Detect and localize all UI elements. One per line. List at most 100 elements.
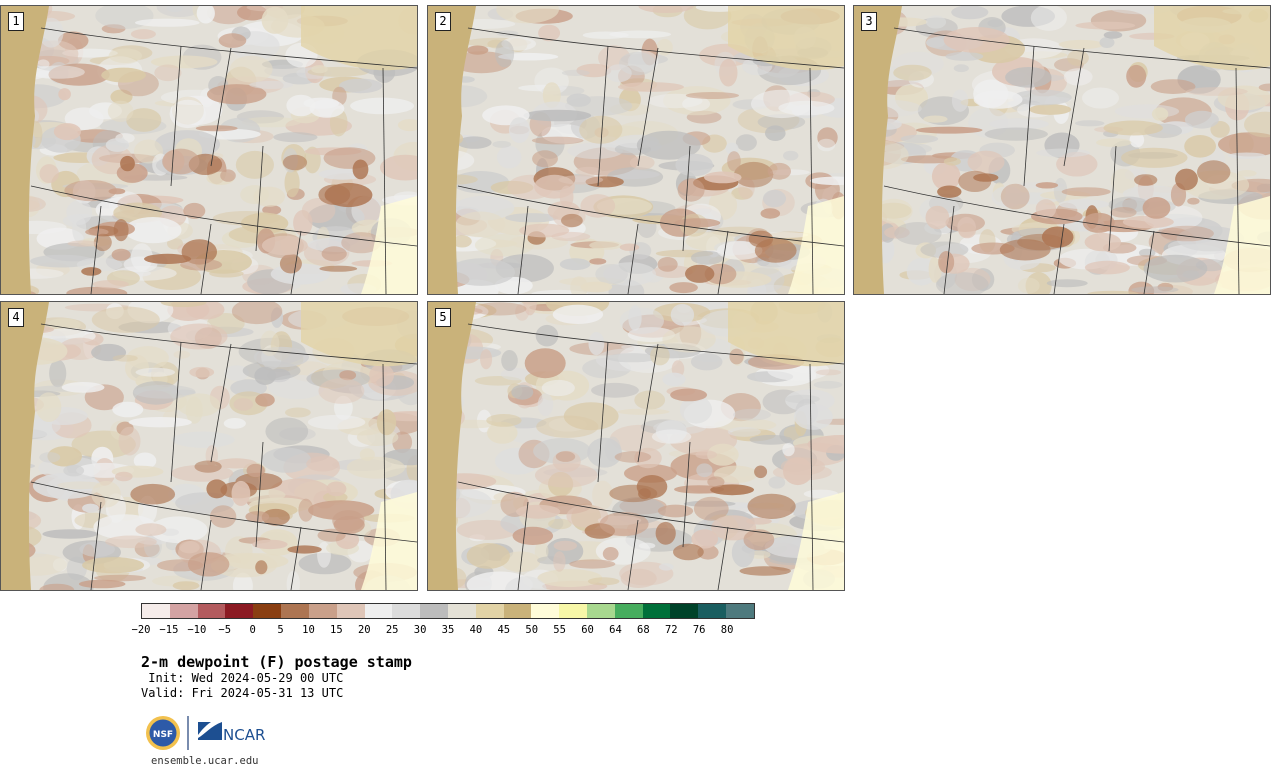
field-blob xyxy=(768,476,786,489)
field-blob xyxy=(1185,87,1248,96)
field-blob xyxy=(953,64,969,73)
field-blob xyxy=(339,78,383,94)
state-border xyxy=(1143,230,1155,294)
dry-patch xyxy=(957,216,976,238)
field-blob xyxy=(679,395,713,424)
field-blob xyxy=(670,388,708,402)
field-blob xyxy=(763,189,786,208)
state-border xyxy=(170,341,182,483)
state-border xyxy=(943,205,955,294)
map-panel-1: 1 xyxy=(0,5,418,295)
field-blob xyxy=(72,214,87,243)
dry-patch xyxy=(747,493,796,519)
colorbar-tick-label: 5 xyxy=(277,624,284,636)
colorbar-segment xyxy=(698,604,727,618)
field-blob xyxy=(784,394,820,404)
field-blob xyxy=(636,130,701,160)
field-blob xyxy=(534,67,569,95)
field-blob xyxy=(1096,138,1132,147)
panel-number: 3 xyxy=(861,12,877,31)
field-blob xyxy=(66,200,93,225)
colorbar-segment xyxy=(336,604,365,618)
state-border xyxy=(40,323,417,365)
field-blob xyxy=(1030,6,1067,31)
field-blob xyxy=(235,150,274,179)
field-blob xyxy=(1058,199,1110,210)
field-blob xyxy=(713,465,758,483)
dry-patch xyxy=(534,174,575,199)
field-blob xyxy=(369,363,394,387)
field-blob xyxy=(592,480,614,510)
field-blob xyxy=(112,354,138,362)
state-border xyxy=(210,47,232,167)
field-blob xyxy=(39,452,61,463)
state-border xyxy=(1023,45,1035,187)
dry-patch xyxy=(317,528,346,542)
field-blob xyxy=(760,232,809,238)
field-blob xyxy=(350,97,415,115)
state-border xyxy=(1053,223,1065,294)
field-blob xyxy=(133,452,157,470)
field-blob xyxy=(249,80,294,89)
dry-patch xyxy=(93,233,112,252)
dry-patch xyxy=(301,198,336,223)
field-blob xyxy=(105,138,130,152)
dry-patch xyxy=(231,480,251,506)
dry-patch xyxy=(1084,260,1130,275)
field-blob xyxy=(380,154,417,181)
field-blob xyxy=(875,198,913,224)
state-border xyxy=(90,205,102,294)
field-blob xyxy=(169,99,206,129)
field-blob xyxy=(656,39,673,56)
state-border xyxy=(597,341,609,483)
field-blob xyxy=(172,431,235,448)
field-blob xyxy=(589,240,623,250)
nsf-logo-text: NSF xyxy=(153,730,173,740)
field-blob xyxy=(32,472,101,499)
field-blob xyxy=(580,281,613,293)
field-blob xyxy=(516,504,561,519)
ocean-area xyxy=(1,6,49,294)
field-blob xyxy=(160,302,207,308)
state-border xyxy=(90,501,102,590)
field-blob xyxy=(505,213,559,223)
dry-patch xyxy=(206,479,228,499)
field-blob xyxy=(1244,111,1270,138)
field-blob xyxy=(118,426,141,456)
field-blob xyxy=(108,48,143,63)
dry-patch xyxy=(614,451,652,463)
field-blob xyxy=(1082,87,1119,109)
field-blob xyxy=(79,541,115,557)
colorbar-tick-label: 30 xyxy=(413,624,427,636)
field-blob xyxy=(515,303,530,321)
dry-patch xyxy=(1061,187,1111,197)
field-blob xyxy=(376,409,397,436)
colorbar-tick-label: 68 xyxy=(637,624,650,636)
dry-patch xyxy=(209,505,237,528)
humid-area xyxy=(788,196,844,294)
dry-patch xyxy=(215,458,257,469)
field-blob xyxy=(757,114,806,130)
ncar-logo-icon: NCAR xyxy=(198,722,265,744)
dry-patch xyxy=(183,202,206,219)
colorbar-tick-label: 20 xyxy=(357,624,371,636)
field-blob xyxy=(1138,248,1156,258)
dry-patch xyxy=(105,535,157,549)
field-blob xyxy=(1114,104,1180,119)
field-blob xyxy=(133,384,196,399)
field-blob xyxy=(173,350,191,359)
field-blob xyxy=(260,330,280,357)
field-blob xyxy=(1029,104,1072,115)
field-blob xyxy=(128,417,192,428)
field-blob xyxy=(39,164,59,184)
field-blob xyxy=(496,6,559,24)
state-border xyxy=(30,481,417,543)
state-border xyxy=(255,441,264,548)
field-blob xyxy=(945,51,984,61)
field-blob xyxy=(126,108,162,132)
field-blob xyxy=(727,426,761,437)
field-blob xyxy=(149,516,208,544)
state-border xyxy=(40,27,417,69)
field-blob xyxy=(339,370,357,381)
field-blob xyxy=(1087,290,1139,294)
